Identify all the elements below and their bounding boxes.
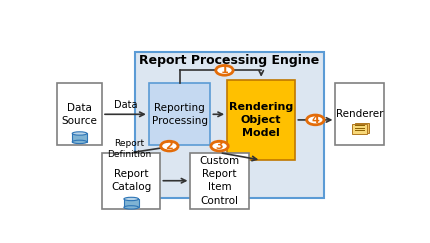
Text: Data
Source: Data Source (61, 103, 98, 126)
Ellipse shape (72, 132, 87, 135)
Text: 4: 4 (311, 115, 319, 125)
Text: Report
Definition: Report Definition (108, 139, 152, 159)
FancyBboxPatch shape (102, 153, 160, 209)
Text: 1: 1 (221, 65, 228, 75)
Bar (354, 123, 369, 133)
Bar (352, 124, 367, 134)
FancyBboxPatch shape (335, 83, 384, 145)
Circle shape (307, 115, 324, 125)
Text: Report Processing Engine: Report Processing Engine (139, 54, 319, 68)
FancyBboxPatch shape (57, 83, 102, 145)
FancyBboxPatch shape (149, 83, 210, 145)
Text: Custom
Report
Item
Control: Custom Report Item Control (200, 156, 240, 206)
Text: 2: 2 (166, 141, 173, 151)
Text: 3: 3 (216, 141, 223, 151)
FancyBboxPatch shape (227, 80, 295, 160)
Text: Reporting
Processing: Reporting Processing (151, 103, 208, 126)
Ellipse shape (124, 197, 138, 201)
FancyBboxPatch shape (190, 153, 249, 209)
Text: Renderer: Renderer (336, 109, 383, 119)
Bar (72, 133, 87, 142)
Ellipse shape (124, 206, 138, 209)
Text: Report
Catalog: Report Catalog (111, 169, 151, 192)
Circle shape (211, 141, 228, 151)
Text: Rendering
Object
Model: Rendering Object Model (229, 102, 293, 138)
Text: Data: Data (114, 100, 137, 110)
FancyBboxPatch shape (135, 52, 324, 198)
Circle shape (216, 65, 233, 75)
Ellipse shape (72, 140, 87, 144)
Circle shape (161, 141, 178, 151)
Bar (124, 199, 138, 207)
